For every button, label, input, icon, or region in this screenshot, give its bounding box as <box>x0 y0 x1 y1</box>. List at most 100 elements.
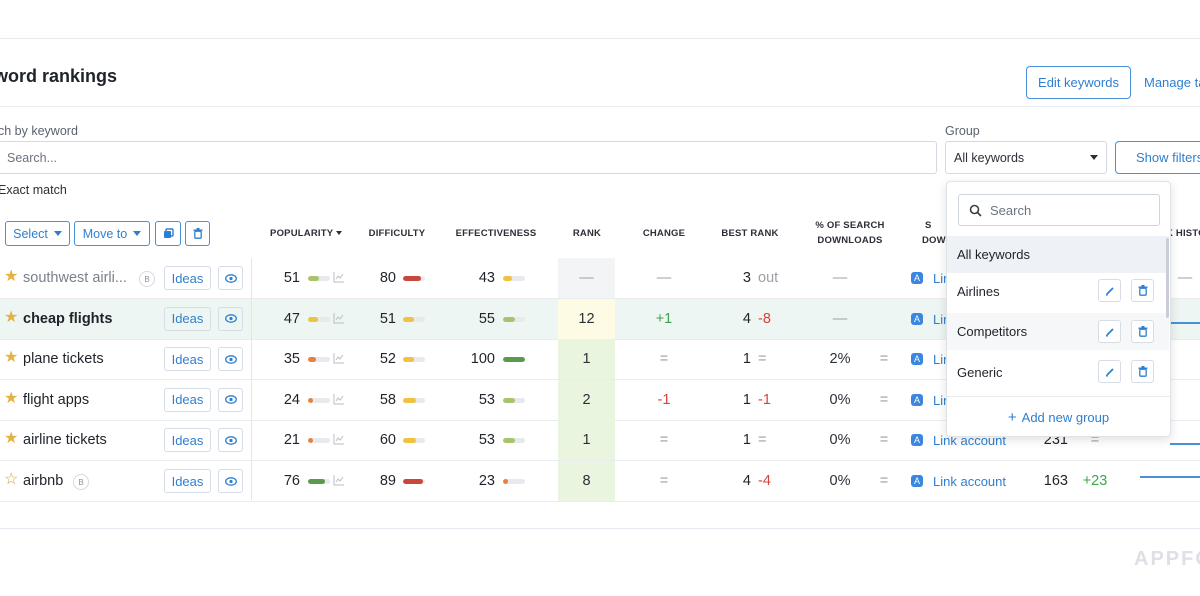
chart-icon[interactable] <box>333 393 345 405</box>
ideas-button[interactable]: Ideas <box>164 306 211 331</box>
view-button[interactable] <box>218 428 243 453</box>
popularity-value: 21 <box>283 432 300 449</box>
view-button[interactable] <box>218 469 243 493</box>
difficulty-value: 51 <box>379 310 396 327</box>
edit-group-button[interactable] <box>1098 360 1121 383</box>
view-button[interactable] <box>218 266 243 290</box>
star-icon[interactable]: ☆ <box>4 471 19 488</box>
link-account-link[interactable]: Link account <box>933 433 1006 449</box>
view-button[interactable] <box>218 347 243 372</box>
star-icon[interactable]: ★ <box>4 268 19 285</box>
column-best-rank[interactable]: BEST RANK <box>721 228 779 239</box>
copy-button[interactable] <box>155 221 181 246</box>
best-rank-value: 1 <box>742 391 751 408</box>
score-bar <box>403 357 425 363</box>
chart-icon[interactable] <box>333 312 345 324</box>
column-partial-s[interactable]: S DOW <box>922 218 952 248</box>
chart-icon[interactable] <box>333 433 345 445</box>
show-filters-button[interactable]: Show filters <box>1115 141 1200 174</box>
group-option-all-keywords[interactable]: All keywords <box>947 236 1169 273</box>
title-divider <box>0 106 1200 107</box>
chart-icon[interactable] <box>333 474 345 486</box>
group-option-airlines[interactable]: Airlines <box>947 273 1169 310</box>
score-bar-fill <box>308 397 314 403</box>
rank-cell <box>558 339 615 380</box>
column-popularity[interactable]: POPULARITY <box>268 226 344 241</box>
table-row: ★ airline tickets Ideas 21 60 53 1 = 1 = 0% = A Link … <box>0 420 1200 462</box>
edit-group-button[interactable] <box>1098 320 1121 343</box>
popularity-value: 51 <box>283 270 300 286</box>
rank-history-value: — <box>1177 270 1193 286</box>
group-select[interactable]: All keywords <box>945 141 1107 174</box>
column-effectiveness[interactable]: EFFECTIVENESS <box>455 228 537 239</box>
column-change[interactable]: CHANGE <box>642 228 686 239</box>
best-rank-change: -4 <box>758 473 771 489</box>
ideas-button[interactable]: Ideas <box>164 347 211 372</box>
score-bar <box>503 397 525 403</box>
search-downloads-value: 0% <box>829 473 851 489</box>
star-icon[interactable]: ★ <box>4 349 19 367</box>
select-button[interactable]: Select <box>5 221 70 246</box>
score-bar <box>403 438 425 444</box>
table-row: ☆ airbnb B Ideas 76 89 23 8 = 4 -4 0% = A Link account… <box>0 461 1200 502</box>
column-partial-s-line1: S <box>925 220 932 231</box>
column-rank-history[interactable]: K HISTO <box>1166 228 1200 239</box>
column-partial-s-line2: DOW <box>922 235 946 246</box>
manage-link[interactable]: Manage ta <box>1144 75 1200 90</box>
pencil-icon <box>1105 367 1114 377</box>
column-search-downloads-line2: DOWNLOADS <box>817 235 883 246</box>
column-rank[interactable]: RANK <box>572 228 602 239</box>
chart-icon[interactable] <box>333 271 345 283</box>
score-bar-fill <box>503 357 525 363</box>
search-icon <box>969 204 982 217</box>
search-downloads-value: — <box>832 270 848 286</box>
star-icon[interactable]: ★ <box>4 389 19 407</box>
chart-icon[interactable] <box>333 352 345 364</box>
dropdown-scrollbar[interactable] <box>1166 238 1169 318</box>
ideas-button[interactable]: Ideas <box>164 428 211 453</box>
view-button[interactable] <box>218 306 243 331</box>
column-search-downloads[interactable]: % OF SEARCH DOWNLOADS <box>810 218 890 248</box>
ideas-button[interactable]: Ideas <box>164 469 211 493</box>
chevron-down-icon <box>133 231 142 236</box>
view-button[interactable] <box>218 387 243 412</box>
app-store-icon: A <box>911 312 923 325</box>
delete-group-button[interactable] <box>1131 279 1154 302</box>
trend-line <box>1170 443 1200 445</box>
delete-selected-button[interactable] <box>185 221 210 246</box>
star-icon[interactable]: ★ <box>4 308 19 326</box>
group-option-generic[interactable]: Generic <box>947 354 1169 391</box>
star-icon[interactable]: ★ <box>4 430 19 448</box>
best-rank-change: -1 <box>758 391 771 408</box>
edit-group-button[interactable] <box>1098 279 1121 302</box>
move-to-button[interactable]: Move to <box>74 221 150 246</box>
ideas-button[interactable]: Ideas <box>164 266 211 290</box>
keyword-name: cheap flights <box>23 310 113 327</box>
copy-icon <box>163 228 174 238</box>
keyword-badge: B <box>73 474 89 490</box>
exact-match-checkbox[interactable]: Exact match <box>0 183 67 197</box>
score-bar <box>308 316 330 322</box>
difficulty-value: 80 <box>379 270 396 286</box>
extra-change: = <box>1090 432 1100 449</box>
search-input[interactable]: Search... <box>0 141 937 174</box>
keyword-name: flight apps <box>23 391 90 408</box>
keyword-name: plane tickets <box>23 351 104 368</box>
score-bar <box>403 316 425 322</box>
score-bar <box>308 438 330 444</box>
edit-keywords-button[interactable]: Edit keywords <box>1026 66 1131 99</box>
ideas-button[interactable]: Ideas <box>164 387 211 412</box>
group-search-input[interactable]: Search <box>958 194 1160 226</box>
delete-group-button[interactable] <box>1131 360 1154 383</box>
search-label: ch by keyword <box>0 124 78 138</box>
search-downloads-value: 2% <box>829 351 851 368</box>
group-option-label: All keywords <box>957 247 1030 262</box>
delete-group-button[interactable] <box>1131 320 1154 343</box>
group-option-competitors[interactable]: Competitors <box>947 313 1169 350</box>
link-account-link[interactable]: Link account <box>933 474 1006 489</box>
add-new-group-button[interactable]: + Add new group <box>946 396 1171 437</box>
score-bar <box>308 479 330 484</box>
eye-icon <box>224 436 237 445</box>
column-difficulty[interactable]: DIFFICULTY <box>368 228 426 239</box>
eye-icon <box>224 476 237 486</box>
